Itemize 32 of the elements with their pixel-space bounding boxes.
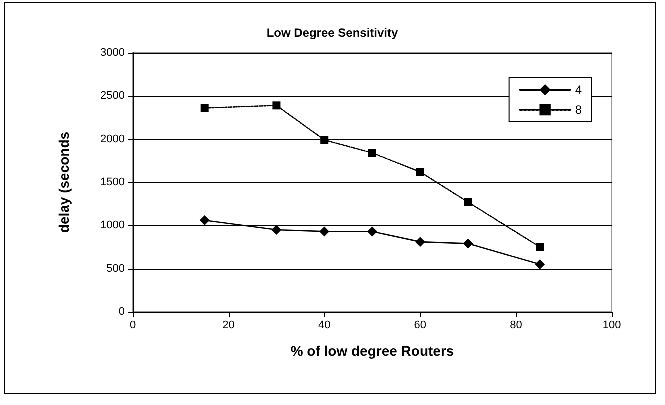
y-tick-label: 1500	[100, 176, 125, 188]
point	[536, 243, 544, 252]
y-axis-title: delay (seconds	[56, 132, 72, 234]
x-tick-label: 100	[602, 320, 622, 332]
chart-title: Low Degree Sensitivity	[266, 26, 399, 40]
point	[416, 168, 424, 176]
point	[200, 215, 210, 226]
x-axis-title: % of low degree Routers	[290, 343, 454, 359]
point	[415, 237, 426, 248]
x-tick-label: 60	[414, 320, 427, 332]
x-tick-label: 20	[222, 320, 235, 332]
point	[368, 226, 378, 237]
x-tick-label: 0	[130, 320, 136, 332]
point	[368, 149, 376, 158]
y-tick-label: 2500	[100, 90, 125, 102]
point	[272, 102, 281, 110]
legend-label: 8	[575, 103, 582, 117]
y-tick-label: 0	[118, 306, 125, 318]
point	[272, 224, 282, 235]
x-tick-label: 40	[318, 320, 331, 332]
y-tick-label: 500	[106, 262, 125, 275]
y-tick-label: 3000	[100, 47, 125, 59]
point	[200, 104, 209, 112]
x-tick-label: 80	[510, 320, 522, 332]
legend-label: 4	[575, 83, 582, 97]
point	[464, 198, 472, 206]
y-tick-label: 2000	[100, 133, 125, 146]
point	[535, 260, 546, 270]
point	[320, 136, 329, 144]
point	[463, 238, 474, 249]
point	[320, 226, 330, 237]
y-tick-label: 1000	[100, 220, 125, 232]
